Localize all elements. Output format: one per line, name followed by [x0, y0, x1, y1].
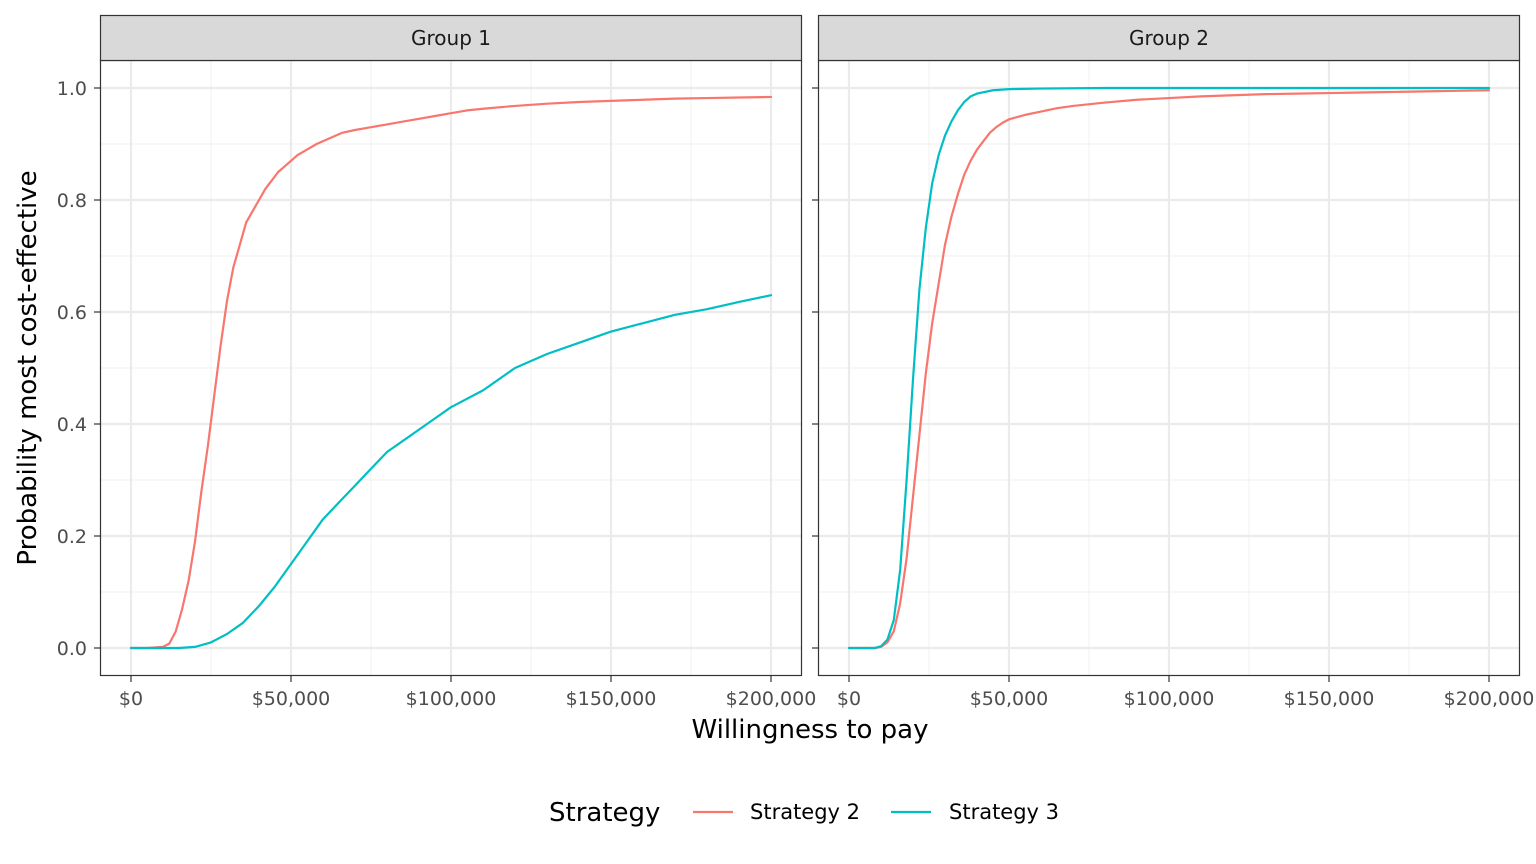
legend-label: Strategy 2	[750, 800, 860, 824]
facet-strip	[817, 14, 1521, 62]
x-tick-label: $200,000	[1444, 688, 1535, 710]
legend-item-strategy-3: Strategy 3	[891, 800, 1059, 824]
series-line-strategy-3	[847, 86, 1491, 650]
y-tick-label: 0.0	[57, 638, 87, 660]
legend: Strategy 2 Strategy 3	[693, 800, 1059, 824]
x-tick-label: $150,000	[1284, 688, 1375, 710]
y-tick-label: 0.2	[57, 526, 87, 548]
series-line-strategy-2	[847, 89, 1491, 650]
y-tick-label: 0.8	[57, 190, 87, 212]
series-line-strategy-3	[129, 294, 773, 650]
x-tick-label: $50,000	[970, 688, 1049, 710]
y-tick-label: 0.4	[57, 414, 87, 436]
x-tick-label: $0	[119, 688, 143, 710]
x-tick-label: $50,000	[252, 688, 331, 710]
legend-item-strategy-2: Strategy 2	[693, 800, 860, 824]
x-tick-label: $100,000	[406, 688, 497, 710]
series-line-strategy-2	[129, 95, 773, 650]
facet-strip-label: Group 2	[1129, 26, 1209, 50]
y-tick-label: 1.0	[57, 78, 87, 100]
facet-strip	[99, 14, 803, 62]
facet-strip-label: Group 1	[411, 26, 491, 50]
x-axis-title: Willingness to pay	[691, 715, 928, 745]
panel-2: Group 2 $0 $50,000 $100,000 $150,000 $200,000	[812, 14, 1535, 710]
y-axis-title: Probability most cost-effective	[13, 170, 43, 565]
x-tick-label: $150,000	[566, 688, 657, 710]
legend-title: Strategy	[549, 798, 660, 828]
x-tick-label: $100,000	[1124, 688, 1215, 710]
x-tick-label: $0	[837, 688, 861, 710]
y-tick-label: 0.6	[57, 302, 87, 324]
panel-1: Group 1 $0 $50,000 $100,000 $150,000 $200,000…	[57, 14, 817, 710]
x-tick-label: $200,000	[726, 688, 817, 710]
legend-label: Strategy 3	[949, 800, 1059, 824]
panels-layer: Group 1 $0 $50,000 $100,000 $150,000 $200,000…	[57, 14, 1535, 710]
